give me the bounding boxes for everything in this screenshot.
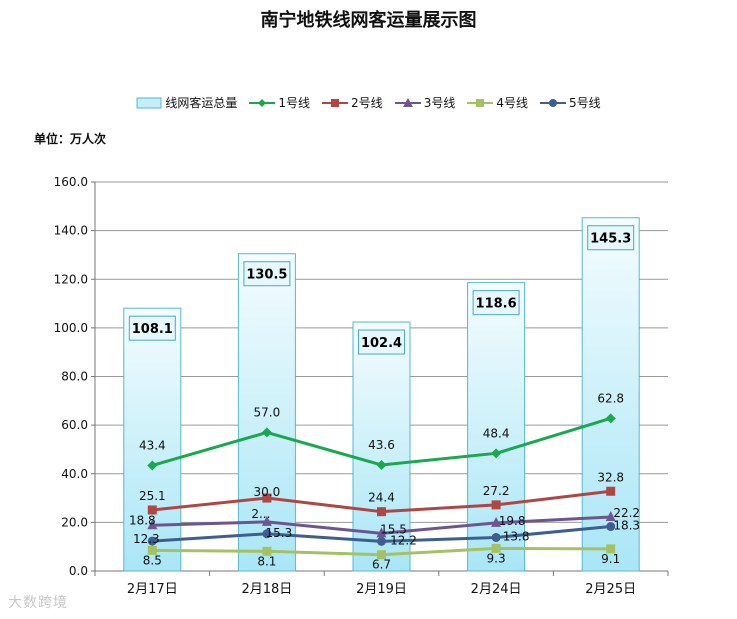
data-point [262, 546, 272, 556]
data-point [605, 413, 616, 424]
legend-label-total: 线网客运总量 [165, 96, 238, 110]
data-point [147, 505, 157, 515]
bar-data-label: 102.4 [361, 336, 402, 351]
unit-label: 单位：万人次 [34, 132, 107, 146]
line-data-label: 57.0 [254, 405, 281, 419]
legend-label-line2: 2号线 [351, 96, 383, 110]
y-tick-label: 40.0 [61, 467, 88, 481]
watermark: 大数跨境 [8, 595, 68, 611]
bar-data-label: 130.5 [246, 268, 287, 283]
legend-bar-swatch-icon [136, 97, 162, 108]
line-data-label: 9.3 [487, 551, 506, 565]
legend-label-line4: 4号线 [496, 96, 528, 110]
legend-item-line1: 1号线 [249, 94, 310, 111]
legend-line2-square-icon [322, 98, 349, 107]
legend-item-line5: 5号线 [539, 94, 601, 111]
y-tick-label: 140.0 [54, 224, 88, 238]
data-point [376, 527, 387, 538]
bar-data-label: 118.6 [476, 297, 517, 312]
y-tick-label: 100.0 [54, 321, 88, 335]
line-data-label: 25.1 [139, 489, 166, 503]
data-point [147, 545, 157, 555]
line-data-label: 48.4 [483, 426, 510, 440]
line-data-label: 8.1 [257, 554, 276, 568]
line-data-label: 24.4 [368, 491, 395, 505]
line-data-label: 19.8 [499, 514, 526, 528]
data-point [491, 543, 501, 553]
line-data-label: 12.3 [133, 532, 160, 546]
line-data-label: 22.2 [613, 506, 640, 520]
legend-label-line3: 3号线 [423, 96, 456, 110]
data-point [377, 550, 386, 560]
legend-line4-square-icon [467, 98, 494, 107]
line-data-label: 27.2 [483, 484, 510, 498]
data-point [377, 507, 386, 517]
y-tick-label: 20.0 [61, 515, 88, 529]
line-data-label: 62.8 [597, 391, 624, 405]
line-data-label: 18.3 [613, 519, 640, 533]
data-point [491, 532, 501, 542]
bar-label-box [243, 261, 291, 287]
x-tick-label: 2月25日 [585, 582, 636, 597]
legend-line1-diamond-icon [249, 98, 276, 107]
legend-line3-triangle-icon [394, 97, 421, 107]
x-tick-label: 2月24日 [471, 582, 522, 597]
data-point [262, 529, 272, 539]
y-tick-label: 80.0 [61, 370, 88, 384]
data-point [262, 493, 272, 503]
data-point [605, 511, 616, 522]
x-tick-label: 2月18日 [241, 582, 292, 597]
data-point [147, 519, 158, 530]
legend-label-line5: 5号线 [568, 96, 601, 110]
data-point [147, 460, 158, 471]
legend-item-line4: 4号线 [467, 94, 528, 111]
line-data-label: 30.0 [254, 485, 281, 499]
data-point [147, 536, 157, 546]
data-point [606, 522, 616, 532]
x-tick-label: 2月17日 [127, 582, 178, 597]
y-tick-label: 160.0 [54, 175, 88, 189]
data-point [261, 427, 272, 438]
y-tick-label: 60.0 [61, 418, 88, 432]
line-data-label: 8.5 [143, 553, 162, 567]
line-data-label: 15.3 [266, 526, 293, 540]
data-point [261, 515, 272, 526]
chart-title: 南宁地铁线网客运量展示图 [260, 10, 477, 31]
line-data-label: 9.1 [601, 552, 620, 566]
line-data-label: 13.8 [503, 529, 530, 543]
data-point [491, 516, 502, 527]
line-data-label: 12.2 [390, 533, 417, 547]
bar-label-box [128, 315, 176, 341]
y-tick-label: 120.0 [54, 272, 88, 286]
bar-label-box [472, 290, 520, 316]
line-data-label: 18.8 [129, 513, 156, 527]
legend-item-line2: 2号线 [322, 94, 383, 111]
data-point [491, 500, 501, 510]
bar-data-label: 145.3 [590, 232, 631, 247]
line-data-label: 32.8 [597, 470, 624, 484]
line-data-label: 43.6 [368, 438, 395, 452]
legend-item-total: 线网客运总量 [136, 94, 237, 111]
legend-line5-circle-icon [539, 98, 566, 107]
x-tick-label: 2月19日 [356, 582, 407, 597]
line-data-label: 15.5 [380, 522, 407, 536]
data-point [376, 459, 387, 470]
bar-label-box [587, 225, 635, 251]
data-point [606, 544, 616, 554]
y-tick-label: 0.0 [69, 564, 88, 578]
line-data-label: 43.4 [139, 438, 166, 452]
data-point [377, 536, 386, 546]
line-data-label: 6.7 [372, 558, 391, 572]
line-data-label: 2... [251, 507, 270, 521]
bar-data-label: 108.1 [132, 322, 173, 337]
chart-legend: 线网客运总量 1号线 2号线 3号线 4号线 5号线 [0, 94, 737, 111]
bar-label-box [358, 329, 405, 355]
legend-label-line1: 1号线 [278, 96, 311, 110]
legend-item-line3: 3号线 [394, 94, 456, 111]
data-point [491, 448, 502, 459]
data-point [606, 486, 616, 496]
